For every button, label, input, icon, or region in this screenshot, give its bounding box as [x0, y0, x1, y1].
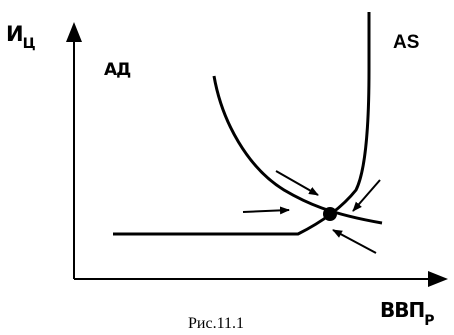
ad-curve-label: АД: [104, 60, 131, 80]
figure-caption: Рис.11.1: [188, 315, 244, 332]
ad-curve: [212, 75, 383, 225]
x-axis-label-subscript: Р: [424, 313, 434, 329]
y-axis-label-main: И: [6, 22, 24, 46]
arrow-upper-right: [352, 179, 381, 212]
arrow-left: [242, 206, 290, 215]
equilibrium-point: [323, 207, 337, 221]
x-axis-arrowhead: [428, 271, 448, 287]
x-axis-label: ВВПР: [380, 298, 435, 329]
y-axis-label: ИЦ: [6, 22, 36, 52]
x-axis-label-main: ВВП: [380, 298, 425, 322]
arrow-lower-right: [332, 229, 377, 254]
as-curve: [113, 12, 371, 236]
as-curve-label: AS: [393, 32, 420, 53]
y-axis-arrowhead: [66, 22, 82, 42]
y-axis-label-subscript: Ц: [22, 36, 36, 52]
arrow-upper-left: [275, 170, 319, 196]
